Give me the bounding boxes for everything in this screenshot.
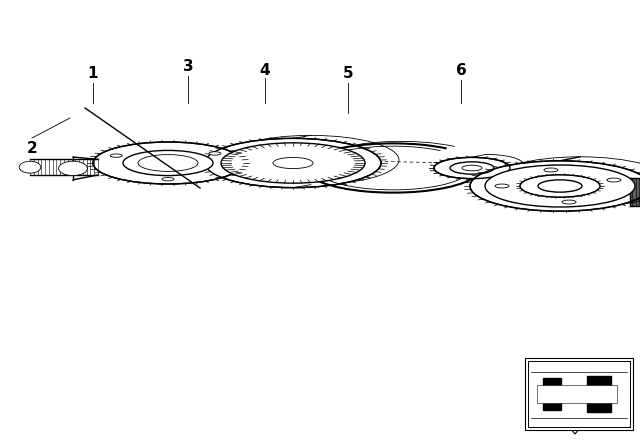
- Text: 5: 5: [342, 65, 353, 81]
- Text: 3: 3: [182, 59, 193, 73]
- Text: 00C03264: 00C03264: [552, 413, 598, 423]
- Ellipse shape: [495, 184, 509, 188]
- Bar: [525, 358, 633, 430]
- Ellipse shape: [520, 175, 600, 197]
- Text: 1: 1: [88, 65, 99, 81]
- Ellipse shape: [93, 142, 243, 184]
- Ellipse shape: [19, 161, 41, 173]
- Ellipse shape: [562, 200, 576, 204]
- Ellipse shape: [462, 165, 482, 171]
- Bar: [543, 378, 561, 410]
- Text: 2: 2: [27, 141, 37, 155]
- Ellipse shape: [607, 178, 621, 182]
- Ellipse shape: [490, 157, 640, 207]
- Ellipse shape: [138, 155, 198, 172]
- Ellipse shape: [221, 143, 365, 183]
- Ellipse shape: [273, 157, 313, 168]
- Text: 4: 4: [260, 63, 270, 78]
- Ellipse shape: [538, 180, 582, 192]
- Ellipse shape: [162, 177, 174, 181]
- Ellipse shape: [205, 138, 381, 188]
- Bar: [537, 385, 617, 403]
- Ellipse shape: [544, 168, 558, 172]
- Ellipse shape: [434, 157, 510, 179]
- Ellipse shape: [209, 152, 221, 155]
- Text: 6: 6: [456, 63, 467, 78]
- Ellipse shape: [59, 161, 88, 176]
- Ellipse shape: [450, 162, 494, 174]
- Ellipse shape: [110, 154, 122, 157]
- Ellipse shape: [470, 161, 640, 211]
- Ellipse shape: [485, 165, 635, 207]
- Bar: [587, 376, 611, 412]
- Ellipse shape: [123, 151, 213, 176]
